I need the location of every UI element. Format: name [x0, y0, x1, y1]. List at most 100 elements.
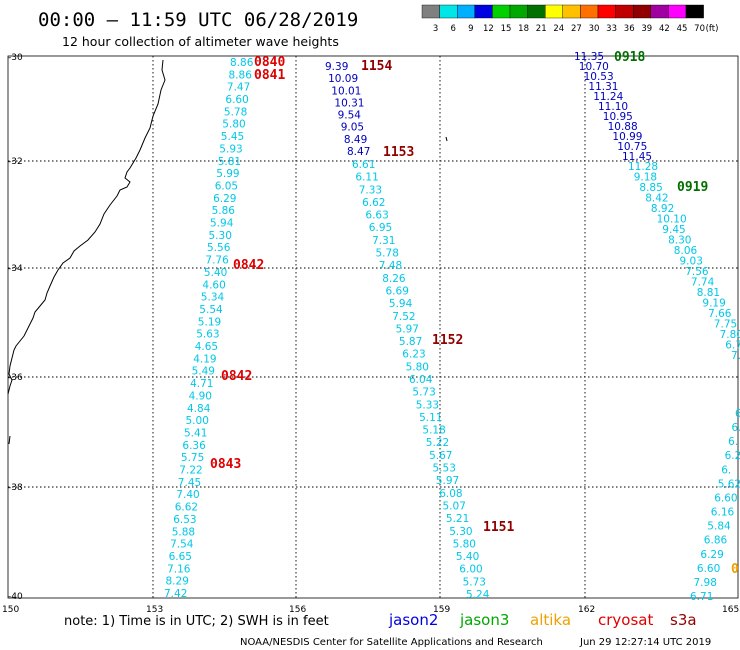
time-label: 0842	[233, 258, 264, 273]
swh-value: 6.63	[365, 210, 388, 222]
map-frame	[7, 55, 739, 599]
colorbar-swatch	[615, 4, 634, 19]
swh-value: 7.76	[205, 255, 229, 267]
swh-value: 5.18	[422, 425, 445, 437]
swh-value: 5.40	[456, 551, 479, 563]
colorbar-swatch	[650, 4, 669, 19]
swh-value: 10.09	[328, 73, 358, 85]
colorbar-label: 9	[468, 24, 473, 34]
time-label: 0919	[677, 180, 708, 195]
time-label: 1154	[361, 59, 392, 74]
colorbar-label: 3	[433, 24, 438, 34]
legend-s3a: s3a	[670, 611, 697, 629]
swh-value: 6.	[721, 464, 731, 476]
lon-label: 165	[722, 605, 739, 615]
swh-value: 7.54	[170, 539, 194, 551]
swh-value: 10.75	[617, 141, 647, 153]
swh-value: 11.28	[628, 161, 658, 173]
swh-value: 6.	[732, 422, 740, 434]
swh-value: 6.2	[725, 450, 740, 462]
swh-value: 6.62	[175, 502, 198, 514]
swh-value: 6.62	[362, 197, 385, 209]
swh-value: 5.81	[218, 156, 241, 168]
swh-value: 8.26	[382, 273, 406, 285]
swh-value: 5.33	[416, 399, 439, 411]
swh-value: 10.31	[334, 97, 364, 109]
colorbar-label: 39	[641, 24, 652, 34]
lat-axis: -30 -32 -34 -36 -38 -40	[8, 53, 23, 602]
swh-value: 9.18	[634, 172, 657, 184]
footer-credit: NOAA/NESDIS Center for Satellite Applica…	[240, 637, 543, 648]
swh-value: 8.47	[347, 146, 370, 158]
swh-value: 5.30	[209, 230, 232, 242]
swh-value: 6.	[735, 408, 740, 420]
swh-values: 8.868.867.476.605.785.805.455.935.815.99…	[164, 51, 740, 603]
swh-value: 7.40	[176, 489, 199, 501]
swh-value: 7.75	[714, 319, 737, 331]
colorbar-swatch	[474, 4, 493, 19]
legend-jason3: jason3	[459, 611, 509, 629]
satellite-legend: jason2 jason3 altika cryosat s3a	[388, 611, 697, 629]
swh-value: 9.03	[680, 256, 703, 268]
colorbar-label: 36	[624, 24, 635, 34]
time-label: 0918	[614, 50, 645, 65]
swh-value: 10.01	[331, 85, 361, 97]
swh-value: 6.60	[714, 493, 737, 505]
swh-value: 7.33	[359, 184, 382, 196]
swh-value: 6.29	[700, 549, 723, 561]
swh-value: 6.65	[169, 551, 192, 563]
swh-value: 7.74	[691, 277, 715, 289]
swh-value: 5.93	[219, 143, 242, 155]
swh-value: 4.65	[195, 341, 218, 353]
swh-value: 6.04	[409, 374, 433, 386]
swh-value: 6.61	[352, 159, 375, 171]
swh-value: 5.80	[406, 361, 429, 373]
swh-value: 4.60	[202, 279, 225, 291]
map-subtitle: 12 hour collection of altimeter wave hei…	[62, 34, 339, 49]
lat-label: -40	[8, 592, 23, 602]
island-speck	[445, 136, 448, 142]
time-label: 0841	[254, 68, 285, 83]
swh-value: 5.88	[172, 526, 195, 538]
time-label: 0	[731, 562, 739, 577]
swh-value: 6.60	[697, 563, 720, 575]
lat-label: -36	[8, 373, 23, 383]
swh-value: 6.05	[215, 181, 238, 193]
lon-label: 153	[146, 605, 163, 615]
colorbar-swatch	[457, 4, 476, 19]
swh-value: 7.52	[392, 311, 415, 323]
swh-value: 5.53	[433, 463, 456, 475]
swh-value: 6.7	[725, 340, 740, 352]
swh-value: 8.92	[651, 203, 674, 215]
swh-value: 5.62	[718, 478, 740, 490]
swh-value: 4.90	[189, 390, 212, 402]
lon-label: 156	[289, 605, 306, 615]
swh-value: 5.21	[446, 513, 469, 525]
swh-value: 7.66	[708, 308, 732, 320]
colorbar-label: 18	[518, 24, 529, 34]
swh-value: 6.	[728, 436, 738, 448]
swh-value: 5.87	[399, 336, 422, 348]
lon-label: 150	[2, 605, 19, 615]
swh-value: 5.45	[221, 131, 244, 143]
colorbar-swatch	[509, 4, 528, 19]
time-label: 1153	[383, 145, 414, 160]
lon-label: 159	[433, 605, 450, 615]
swh-value: 5.07	[443, 501, 466, 513]
colorbar-label: 15	[501, 24, 512, 34]
swh-value: 5.40	[204, 267, 227, 279]
colorbar-swatch	[633, 4, 652, 19]
swh-value: 4.71	[190, 378, 213, 390]
swh-colorbar: 3 6 9 12 15 18 21 24 27 30 33 36 39 42 45 70 (ft)	[421, 4, 718, 34]
lat-label: -30	[8, 53, 23, 63]
swh-value: 6.60	[225, 94, 248, 106]
lon-axis: 150 153 156 159 162 165	[2, 605, 739, 615]
lat-label: -32	[8, 157, 23, 167]
lat-label: -34	[8, 264, 23, 274]
colorbar-label: 30	[589, 24, 600, 34]
legend-jason2: jason2	[388, 611, 438, 629]
colorbar-swatch	[527, 4, 546, 19]
swh-value: 6.53	[173, 514, 196, 526]
swh-value: 8.06	[674, 245, 698, 257]
swh-value: 5.49	[192, 366, 215, 378]
